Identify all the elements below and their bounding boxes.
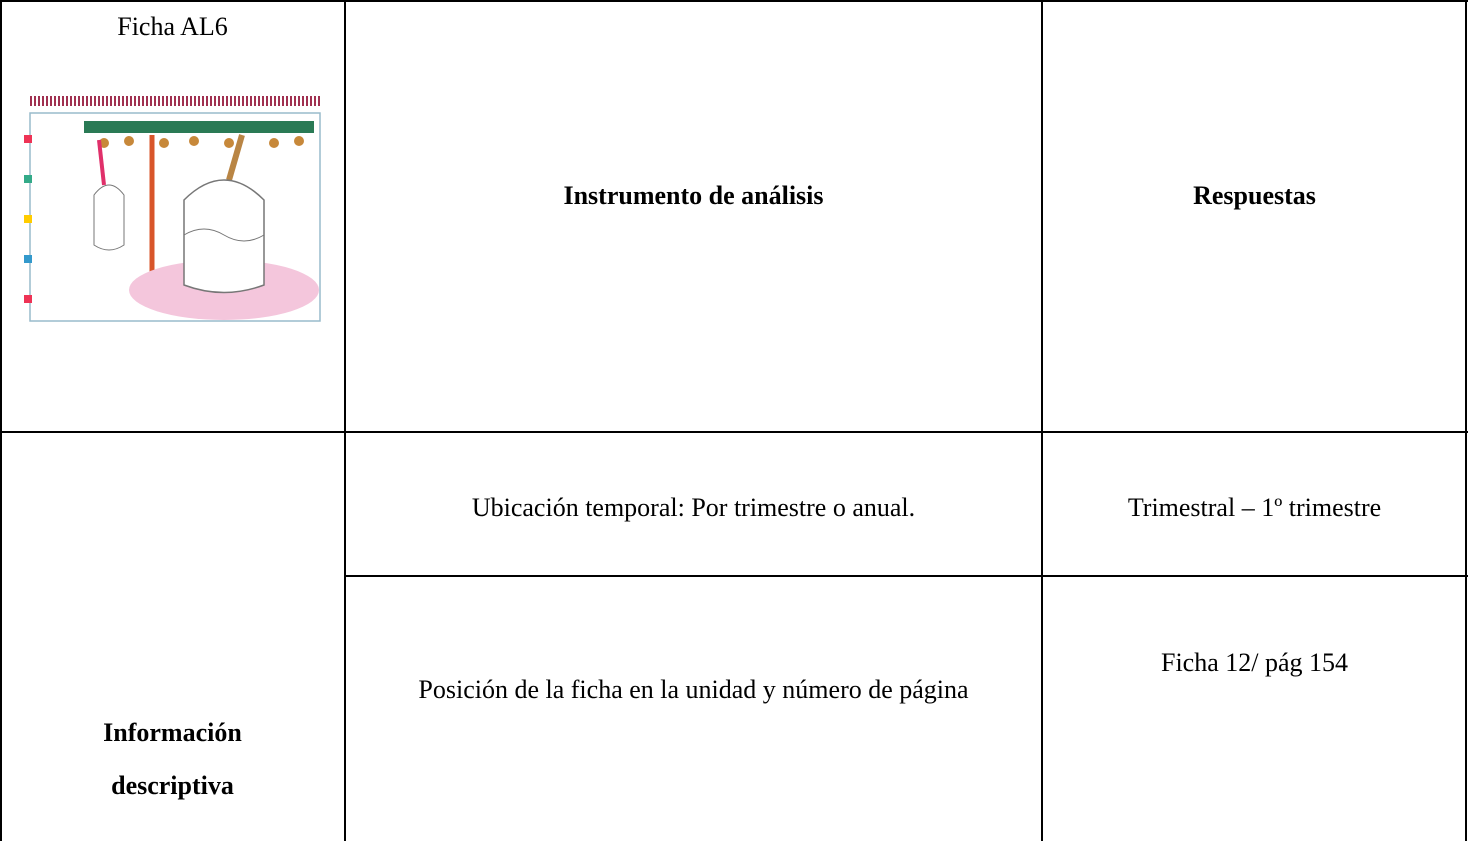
border [1465, 0, 1467, 841]
worksheet-image [24, 96, 321, 322]
border [345, 575, 1468, 577]
column-header: Instrumento de análisis [563, 181, 824, 210]
column-header: Respuestas [1193, 181, 1316, 210]
ornaments [99, 136, 304, 148]
border [344, 0, 346, 841]
border [0, 0, 2, 841]
row-label: Información descriptiva [103, 718, 242, 800]
cell: Ubicación temporal: Por trimestre o anua… [471, 492, 916, 522]
side-stickers [24, 135, 32, 303]
garland [84, 121, 314, 133]
cell: Posición de la ficha en la unidad y núme… [418, 674, 969, 704]
border [0, 431, 1468, 433]
cell: Ficha 12/ pág 154 [1160, 648, 1349, 677]
jar-wave [183, 228, 265, 242]
caption: Ficha AL6 [117, 11, 228, 41]
border [1041, 0, 1043, 841]
cell: Trimestral – 1º trimestre [1127, 492, 1382, 522]
stick [226, 134, 245, 181]
border [0, 0, 1468, 2]
small-jar [93, 184, 125, 251]
ribbon [97, 139, 106, 186]
big-jar [183, 179, 265, 294]
